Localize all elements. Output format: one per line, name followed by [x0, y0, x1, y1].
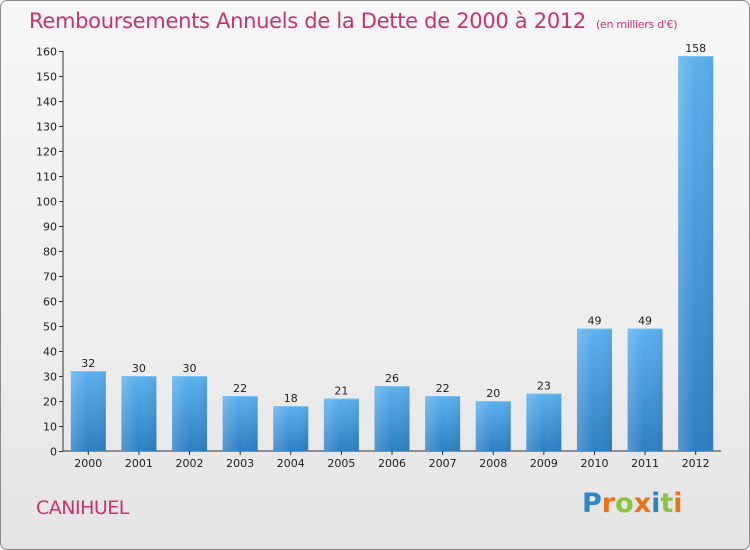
data-label: 32 — [81, 357, 95, 370]
y-tick-label: 160 — [36, 46, 57, 59]
proxiti-logo: Proxiti — [582, 488, 683, 519]
data-label: 49 — [587, 315, 601, 328]
x-tick-label: 2003 — [226, 457, 254, 470]
data-label: 30 — [132, 362, 146, 375]
y-tick-label: 100 — [36, 196, 57, 209]
logo-letter: r — [601, 488, 616, 519]
bar-shade — [475, 401, 511, 451]
bar-shade — [526, 393, 562, 451]
location-name: CANIHUEL — [36, 497, 129, 519]
bar-shade — [425, 396, 461, 451]
y-tick-label: 60 — [43, 296, 57, 309]
x-tick-label: 2008 — [479, 457, 507, 470]
data-label: 22 — [436, 382, 450, 395]
x-tick-label: 2010 — [580, 457, 608, 470]
chart-bars — [70, 56, 714, 451]
bar-shade — [374, 386, 410, 451]
chart-data-labels: 32 30 30 22 18 21 26 22 20 23 49 49 158 — [81, 42, 706, 405]
y-tick-label: 40 — [43, 346, 57, 359]
bar-shade — [678, 56, 714, 451]
data-label: 20 — [486, 387, 500, 400]
bar-shade — [627, 328, 663, 451]
data-label: 22 — [233, 382, 247, 395]
y-tick-label: 110 — [36, 171, 57, 184]
x-tick-label: 2001 — [125, 457, 153, 470]
logo-letter: P — [582, 488, 602, 519]
x-tick-label: 2004 — [277, 457, 305, 470]
y-tick-label: 130 — [36, 121, 57, 134]
data-label: 23 — [537, 380, 551, 393]
logo-letter: i — [673, 488, 683, 519]
data-label: 158 — [685, 42, 706, 55]
data-label: 49 — [638, 315, 652, 328]
data-label: 21 — [334, 385, 348, 398]
y-tick-label: 80 — [43, 246, 57, 259]
bar-shade — [70, 371, 106, 451]
y-tick-label: 140 — [36, 96, 57, 109]
chart-title: Remboursements Annuels de la Dette de 20… — [29, 9, 677, 33]
chart-subtitle: (en milliers d'€) — [596, 18, 678, 31]
bar-shade — [323, 398, 359, 451]
bar-shade — [121, 376, 157, 451]
data-label: 26 — [385, 372, 399, 385]
chart-title-text: Remboursements Annuels de la Dette de 20… — [29, 9, 586, 33]
x-tick-label: 2000 — [74, 457, 102, 470]
x-tick-label: 2007 — [429, 457, 457, 470]
y-tick-label: 50 — [43, 321, 57, 334]
bar-shade — [222, 396, 258, 451]
logo-letter: o — [615, 488, 634, 519]
bar-shade — [273, 406, 309, 451]
y-tick-label: 120 — [36, 146, 57, 159]
x-tick-label: 2012 — [682, 457, 710, 470]
y-tick-label: 90 — [43, 221, 57, 234]
x-tick-label: 2011 — [631, 457, 659, 470]
bar-shade — [172, 376, 208, 451]
data-label: 18 — [284, 392, 298, 405]
x-tick-label: 2009 — [530, 457, 558, 470]
logo-letter: i — [651, 488, 661, 519]
y-tick-label: 30 — [43, 371, 57, 384]
y-tick-label: 20 — [43, 396, 57, 409]
data-label: 30 — [183, 362, 197, 375]
x-tick-label: 2002 — [176, 457, 204, 470]
y-tick-label: 0 — [50, 446, 57, 459]
y-tick-label: 10 — [43, 421, 57, 434]
bar-shade — [576, 328, 612, 451]
y-tick-label: 70 — [43, 271, 57, 284]
logo-letter: x — [633, 488, 652, 519]
chart-axes: 0 10 20 30 40 50 60 70 80 90 100 110 120 130 140 150 160… — [36, 46, 721, 470]
logo-letter: t — [660, 488, 674, 519]
x-tick-label: 2006 — [378, 457, 406, 470]
y-tick-label: 150 — [36, 71, 57, 84]
x-tick-label: 2005 — [327, 457, 355, 470]
